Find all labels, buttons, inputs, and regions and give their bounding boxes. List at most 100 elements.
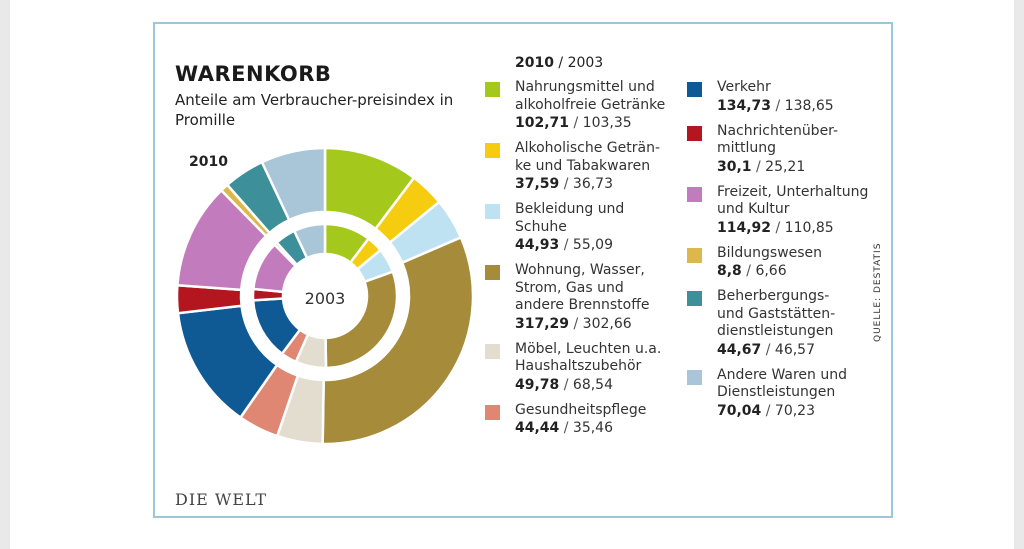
value-separator: / — [569, 115, 583, 131]
legend-item: Alkoholische Geträn-ke und Tabakwaren 37,… — [485, 140, 710, 194]
legend-label-line: andere Brennstoffe — [515, 297, 650, 313]
value-2003: 46,57 — [774, 341, 816, 358]
value-separator: / — [771, 97, 785, 114]
value-2003: 55,09 — [572, 237, 614, 253]
legend-label-line: Nahrungsmittel und — [515, 79, 655, 95]
value-2010: 114,92 — [717, 219, 772, 236]
legend-values: 30,1 / 25,21 — [717, 158, 912, 177]
legend-values: 134,73 / 138,65 — [717, 97, 912, 116]
legend-column-left: Nahrungsmittel und alkoholfreie Getränke 1… — [485, 79, 710, 445]
legend-header-2010: 2010 — [515, 55, 554, 71]
chart-subtitle: Anteile am Verbraucher-preisindex in Pro… — [175, 91, 454, 129]
value-separator: / — [559, 420, 573, 436]
legend-item: Bildungswesen 8,8 / 6,66 — [687, 245, 912, 282]
legend-values: 49,78 / 68,54 — [515, 376, 710, 395]
value-2003: 6,66 — [755, 263, 787, 279]
legend-values: 114,92 / 110,85 — [717, 219, 912, 238]
legend-label-line: Nachrichtenüber- — [717, 122, 839, 139]
legend-item: Gesundheitspflege 44,44 / 35,46 — [485, 402, 710, 439]
legend-header-2003: / 2003 — [558, 55, 604, 71]
legend-item: Nachrichtenüber-mittlung 30,1 / 25,21 — [687, 123, 912, 177]
legend-label-line: Möbel, Leuchten u.a. — [515, 340, 662, 357]
legend-values: 8,8 / 6,66 — [717, 262, 912, 281]
value-separator: / — [741, 263, 756, 279]
legend-item: Verkehr 134,73 / 138,65 — [687, 79, 912, 116]
legend-item: Wohnung, Wasser, Strom, Gas und andere Bre… — [485, 262, 710, 334]
value-2003: 68,54 — [572, 376, 614, 393]
chart-title: WARENKORB — [175, 62, 332, 86]
legend-swatch — [687, 125, 702, 141]
legend-values: 37,59 / 36,73 — [515, 175, 710, 194]
outer-year-label: 2010 — [189, 154, 228, 170]
legend-swatch — [485, 343, 500, 359]
legend-label-line: alkoholfreie Getränke — [515, 96, 666, 113]
value-2003: 25,21 — [765, 158, 806, 175]
legend-swatch — [485, 143, 500, 158]
legend-item: Möbel, Leuchten u.a. Haushaltszubehör 49,7… — [485, 341, 710, 395]
legend-values: 102,71 / 103,35 — [515, 114, 710, 133]
legend-label-line: Haushaltszubehör — [515, 358, 642, 374]
value-2010: 70,04 — [717, 402, 762, 419]
infographic-card: WARENKORB Anteile am Verbraucher-preisin… — [153, 22, 893, 518]
legend-swatch — [485, 204, 500, 219]
value-2010: 317,29 — [515, 315, 570, 332]
value-separator: / — [559, 376, 573, 393]
outer-ring-2010 — [175, 146, 475, 446]
inner-year-label: 2003 — [305, 289, 346, 308]
value-2010: 44,67 — [717, 341, 762, 358]
legend-swatch — [485, 265, 500, 280]
legend-label-line: dienstleistungen — [717, 323, 834, 339]
legend-label-line: Bildungswesen — [717, 244, 823, 261]
legend-swatch — [687, 291, 702, 306]
legend-swatch — [687, 186, 702, 202]
legend-label-line: Freizeit, Unterhaltung — [717, 183, 869, 200]
value-separator: / — [559, 176, 573, 192]
value-2003: 35,46 — [572, 420, 614, 436]
legend-label-line: und Gaststätten- — [717, 305, 836, 322]
legend-column-right: Verkehr 134,73 / 138,65 Nachrichtenüber-mi… — [687, 79, 912, 428]
legend-values: 44,93 / 55,09 — [515, 236, 710, 255]
value-2003: 70,23 — [774, 402, 816, 419]
value-2010: 102,71 — [515, 115, 570, 131]
legend-label-line: mittlung — [717, 140, 777, 156]
legend-label-line: Alkoholische Geträn- — [515, 140, 660, 156]
value-separator: / — [559, 237, 573, 253]
value-separator: / — [761, 402, 775, 419]
value-2010: 37,59 — [515, 176, 560, 192]
value-2010: 30,1 — [717, 158, 752, 175]
legend-swatch — [687, 247, 702, 263]
value-2003: 36,73 — [572, 176, 614, 192]
value-separator: / — [751, 158, 766, 175]
legend-swatch — [687, 369, 702, 385]
legend-swatch — [485, 82, 500, 97]
legend-label-line: Gesundheitspflege — [515, 401, 647, 418]
value-2003: 110,85 — [784, 219, 834, 236]
inner-2003-slice — [292, 222, 327, 260]
legend-label-line: ke und Tabakwaren — [515, 157, 651, 174]
double-donut-chart: 2003 — [175, 146, 475, 446]
legend-label-line: und Kultur — [717, 201, 790, 217]
legend-values: 44,44 / 35,46 — [515, 419, 710, 438]
legend-values: 317,29 / 302,66 — [515, 315, 710, 334]
legend-header: 2010 / 2003 — [515, 55, 603, 71]
value-2010: 49,78 — [515, 376, 560, 393]
legend-item: Freizeit, Unterhaltung und Kultur 114,92 /… — [687, 184, 912, 238]
outer-2010-slice — [260, 146, 327, 222]
value-2010: 44,44 — [515, 420, 560, 436]
legend-item: Bekleidung und Schuhe 44,93 / 55,09 — [485, 201, 710, 255]
value-2010: 8,8 — [717, 263, 742, 279]
legend-label-line: Bekleidung und — [515, 201, 625, 217]
publisher-logo: DIE WELT — [175, 490, 268, 509]
value-2003: 138,65 — [784, 97, 834, 114]
inner-ring-2003 — [251, 222, 399, 370]
page: WARENKORB Anteile am Verbraucher-preisin… — [10, 0, 1014, 549]
source-credit: QUELLE: DESTATIS — [873, 242, 883, 342]
value-separator: / — [569, 315, 583, 332]
value-2010: 44,93 — [515, 237, 560, 253]
legend-label-line: Schuhe — [515, 218, 567, 235]
legend-label-line: Strom, Gas und — [515, 279, 624, 296]
value-separator: / — [761, 341, 775, 358]
value-2010: 134,73 — [717, 97, 772, 114]
legend-item: Andere Waren und Dienstleistungen 70,04 / … — [687, 367, 912, 421]
legend-values: 70,04 / 70,23 — [717, 402, 912, 421]
